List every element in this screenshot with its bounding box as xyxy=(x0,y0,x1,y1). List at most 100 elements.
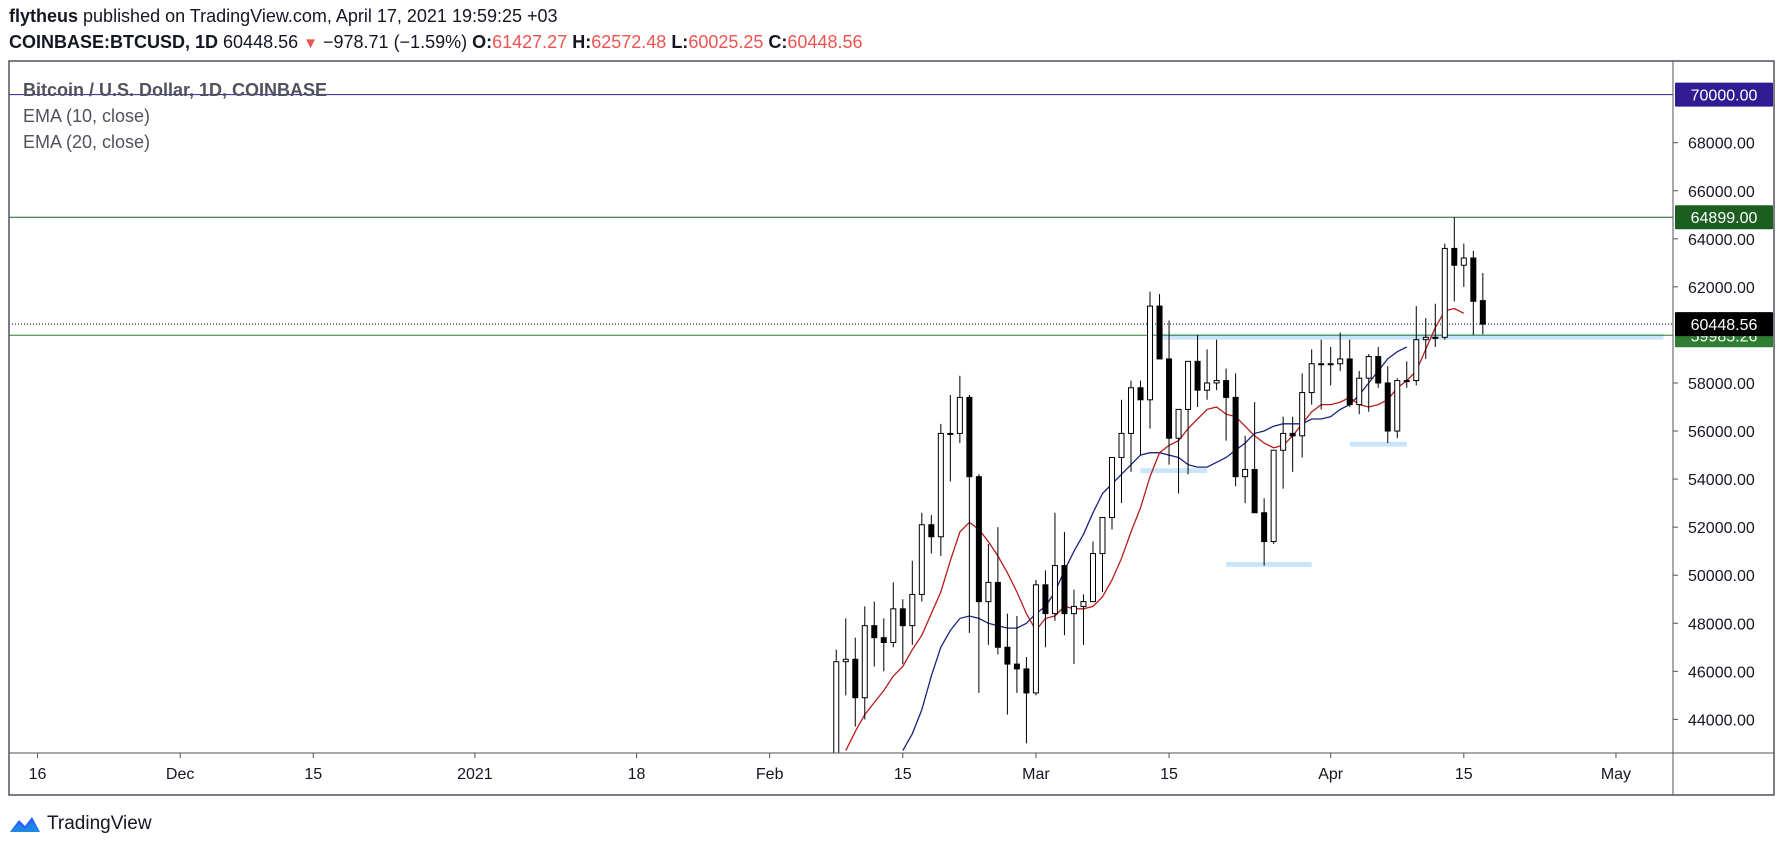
y-tick-label: 54000.00 xyxy=(1688,472,1755,489)
candle-up xyxy=(1461,258,1466,265)
candle-down xyxy=(967,397,972,476)
candle xyxy=(1195,335,1200,407)
candle xyxy=(1357,371,1362,414)
candle-down xyxy=(1157,306,1162,359)
candle xyxy=(1100,518,1105,592)
candle xyxy=(1471,251,1476,335)
candle xyxy=(1024,657,1029,744)
candle xyxy=(1300,373,1305,457)
candle xyxy=(1262,498,1267,565)
candle-up xyxy=(1281,433,1286,450)
candle-up xyxy=(1033,585,1038,693)
x-tick-label: Mar xyxy=(1022,766,1050,783)
candle xyxy=(891,582,896,647)
candle-down xyxy=(881,638,886,643)
candle-down xyxy=(1043,585,1048,614)
candle xyxy=(1233,373,1238,486)
y-tick-label: 50000.00 xyxy=(1688,568,1755,585)
y-tick-label: 46000.00 xyxy=(1688,664,1755,681)
candle-down xyxy=(824,833,829,841)
candle-up xyxy=(1148,306,1153,400)
x-tick-label: 15 xyxy=(304,766,322,783)
candle-down xyxy=(1014,664,1019,669)
chart-frame xyxy=(9,61,1774,795)
candle-down xyxy=(853,659,858,697)
legend-title: Bitcoin / U.S. Dollar, 1D, COINBASE xyxy=(23,80,327,101)
candle-up xyxy=(1129,388,1134,434)
candle-down xyxy=(1195,361,1200,390)
candle-up xyxy=(834,662,839,842)
candle xyxy=(1385,366,1390,443)
candle xyxy=(1186,361,1191,474)
candle-down xyxy=(1224,381,1229,398)
candle-up xyxy=(1423,337,1428,339)
candle-up xyxy=(1395,381,1400,431)
candle-up xyxy=(948,433,953,434)
candle-up xyxy=(938,433,943,536)
tradingview-brand[interactable]: TradingView xyxy=(9,811,152,837)
candle-up xyxy=(891,609,896,643)
legend-ema10[interactable]: EMA (10, close) xyxy=(23,106,150,127)
x-tick-label: 15 xyxy=(1160,766,1178,783)
candle xyxy=(1281,417,1286,489)
candle-down xyxy=(1024,669,1029,693)
candle xyxy=(853,638,858,727)
candle xyxy=(900,599,905,664)
candle xyxy=(1052,513,1057,621)
axis-label-last: 60448.56 xyxy=(1691,317,1758,334)
candle xyxy=(929,515,934,553)
candle-down xyxy=(1452,248,1457,265)
candle xyxy=(1090,542,1095,602)
candle xyxy=(843,618,848,695)
candle-down xyxy=(1480,301,1485,325)
x-tick-label: 16 xyxy=(29,766,47,783)
candle xyxy=(1157,294,1162,359)
support-zone xyxy=(1226,562,1312,567)
x-tick-label: 15 xyxy=(894,766,912,783)
candle xyxy=(1309,349,1314,404)
candle xyxy=(1176,409,1181,493)
candle xyxy=(1271,450,1276,544)
candle xyxy=(1319,340,1324,410)
candle xyxy=(881,618,886,671)
candle-up xyxy=(1433,337,1438,338)
candle-up xyxy=(1214,381,1219,383)
candle-up xyxy=(1243,469,1248,476)
candle-up xyxy=(1300,393,1305,436)
tradingview-label: TradingView xyxy=(47,813,152,835)
candle-up xyxy=(1328,364,1333,365)
support-zone xyxy=(1350,442,1407,447)
candle-up xyxy=(1205,383,1210,390)
candle xyxy=(1071,590,1076,664)
candle-down xyxy=(1290,433,1295,435)
candle-down xyxy=(995,582,1000,647)
candle xyxy=(1404,361,1409,387)
candle xyxy=(1347,340,1352,407)
candle-down xyxy=(1471,258,1476,301)
candle xyxy=(919,513,924,602)
candle-down xyxy=(1262,513,1267,542)
support-zone xyxy=(1160,334,1664,340)
candle-up xyxy=(910,594,915,625)
y-tick-label: 64000.00 xyxy=(1688,232,1755,249)
legend-ema20[interactable]: EMA (20, close) xyxy=(23,132,150,153)
candle xyxy=(1119,400,1124,503)
x-tick-label: 15 xyxy=(1455,766,1473,783)
candle-up xyxy=(957,397,962,433)
candle-up xyxy=(1176,409,1181,438)
candle-down xyxy=(1385,383,1390,431)
axis-label-70000: 70000.00 xyxy=(1691,88,1758,105)
candle xyxy=(1205,349,1210,399)
candle-down xyxy=(1233,397,1238,476)
candle xyxy=(910,561,915,645)
candle-down xyxy=(1347,359,1352,405)
x-tick-label: 2021 xyxy=(457,766,493,783)
x-tick-label: Apr xyxy=(1318,766,1344,783)
candle-up xyxy=(1338,359,1343,364)
candle-up xyxy=(1357,378,1362,404)
candle xyxy=(1167,321,1172,465)
y-tick-label: 56000.00 xyxy=(1688,424,1755,441)
candle xyxy=(948,395,953,482)
candle-up xyxy=(1071,606,1076,613)
